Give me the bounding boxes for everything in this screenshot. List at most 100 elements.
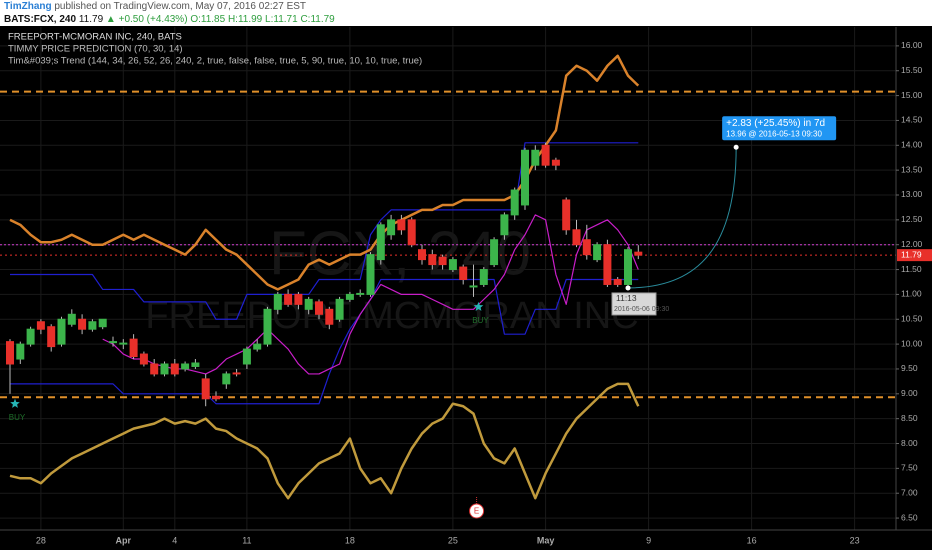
- candle-body: [551, 159, 560, 166]
- quote-line: BATS:FCX, 240 11.79 ▲ +0.50 (+4.43%) O:1…: [4, 14, 335, 25]
- y-tick-label: 7.00: [901, 487, 918, 497]
- symbol: BATS:FCX, 240: [4, 14, 76, 25]
- candle-body: [603, 244, 612, 285]
- buy-label: BUY: [472, 316, 489, 325]
- legend-entry: TIMMY PRICE PREDICTION (70, 30, 14): [8, 44, 183, 55]
- prediction-box: [722, 116, 837, 141]
- header-bar: [0, 0, 932, 26]
- candle-body: [459, 266, 468, 280]
- buy-star: [10, 398, 20, 408]
- x-tick-label: 11: [242, 535, 251, 545]
- earnings-label: E: [474, 507, 479, 516]
- author[interactable]: TimZhang: [4, 1, 52, 12]
- watermark: FREEPORT-MCMORAN INC: [145, 295, 638, 337]
- candle-body: [335, 298, 344, 320]
- y-tick-label: 11.00: [901, 289, 922, 299]
- candle-body: [634, 251, 643, 256]
- candle-body: [407, 219, 416, 246]
- candle-body: [541, 144, 550, 166]
- change: ▲ +0.50 (+4.43%): [106, 14, 188, 25]
- candle-body: [232, 372, 241, 375]
- candle-body: [438, 256, 447, 266]
- y-tick-label: 8.00: [901, 438, 918, 448]
- candle-body: [294, 293, 303, 305]
- candle-body: [150, 363, 159, 375]
- candle-body: [325, 308, 334, 325]
- last-price-box: [897, 249, 932, 262]
- y-tick-label: 15.50: [901, 65, 923, 75]
- candle-body: [387, 219, 396, 236]
- candle-body: [98, 318, 107, 328]
- candle-body: [36, 321, 45, 330]
- ohlc-low: L:11.71: [265, 14, 298, 25]
- candle-body: [6, 341, 14, 365]
- x-tick-label: 9: [646, 535, 651, 545]
- y-tick-label: 12.50: [901, 214, 923, 224]
- candle-body: [582, 239, 591, 256]
- prediction-start-time: 2016-05-06 09:30: [614, 306, 669, 313]
- indicator-line: [10, 278, 639, 405]
- indicator-line: [102, 214, 639, 375]
- candle-body: [613, 278, 622, 285]
- x-tick-label: May: [537, 535, 555, 545]
- buy-label: BUY: [9, 413, 26, 422]
- candle-body: [129, 338, 138, 358]
- candle-body: [562, 199, 571, 231]
- byline: TimZhang published on TradingView.com, M…: [4, 1, 306, 12]
- y-tick-label: 13.00: [901, 189, 923, 199]
- x-tick-label: 16: [747, 535, 757, 545]
- prediction-curve: [627, 147, 737, 289]
- y-tick-label: 16.00: [901, 40, 923, 50]
- legend-entry: FREEPORT-MCMORAN INC, 240, BATS: [8, 32, 182, 43]
- y-tick-label: 14.00: [901, 140, 923, 150]
- candle-body: [242, 348, 251, 365]
- candle-body: [170, 363, 179, 375]
- candle-body: [284, 293, 293, 305]
- candle-body: [624, 249, 632, 285]
- y-tick-label: 14.50: [901, 115, 923, 125]
- candle-body: [397, 219, 406, 231]
- candle-body: [263, 308, 272, 345]
- candle-body: [418, 249, 426, 261]
- candle-body: [201, 378, 210, 400]
- candle-body: [479, 269, 488, 285]
- candle-body: [366, 254, 375, 295]
- x-tick-label: 4: [172, 535, 177, 545]
- candle-body: [315, 301, 323, 315]
- last: 11.79: [79, 14, 104, 25]
- candle-body: [593, 244, 602, 261]
- y-tick-label: 15.00: [901, 90, 923, 100]
- candle-body: [139, 353, 148, 365]
- candle-body: [521, 149, 529, 206]
- candle-body: [572, 229, 581, 246]
- y-tick-label: 12.00: [901, 239, 923, 249]
- candle-body: [510, 189, 519, 216]
- prediction-target: 13.96 @ 2016-05-13 09:30: [726, 129, 822, 138]
- y-tick-label: 10.50: [901, 314, 923, 324]
- x-tick-label: Apr: [116, 535, 132, 545]
- candle-body: [57, 318, 66, 345]
- ohlc-close: C:11.79: [300, 14, 335, 25]
- y-tick-label: 11.50: [901, 264, 922, 274]
- ohlc-open: O:11.85: [190, 14, 225, 25]
- candle-body: [273, 293, 282, 310]
- candle-body: [119, 342, 128, 345]
- y-tick-label: 8.50: [901, 413, 918, 423]
- candle-body: [356, 292, 365, 295]
- candle-body: [160, 363, 169, 375]
- candle-body: [212, 395, 220, 400]
- candle-body: [109, 341, 117, 344]
- candle-body: [428, 254, 437, 266]
- candle-body: [191, 362, 200, 367]
- x-tick-label: 18: [345, 535, 355, 545]
- candle-body: [345, 293, 354, 300]
- legend-entry: Tim&#039;s Trend (144, 34, 26, 52, 26, 2…: [8, 56, 422, 67]
- prediction-start-label: 11:13: [616, 293, 637, 303]
- ohlc-high: H:11.99: [228, 14, 263, 25]
- prediction-start-box: [611, 292, 657, 316]
- y-tick-label: 9.50: [901, 363, 918, 373]
- candle-body: [88, 321, 97, 330]
- candle-body: [47, 326, 56, 348]
- candle-body: [222, 373, 231, 385]
